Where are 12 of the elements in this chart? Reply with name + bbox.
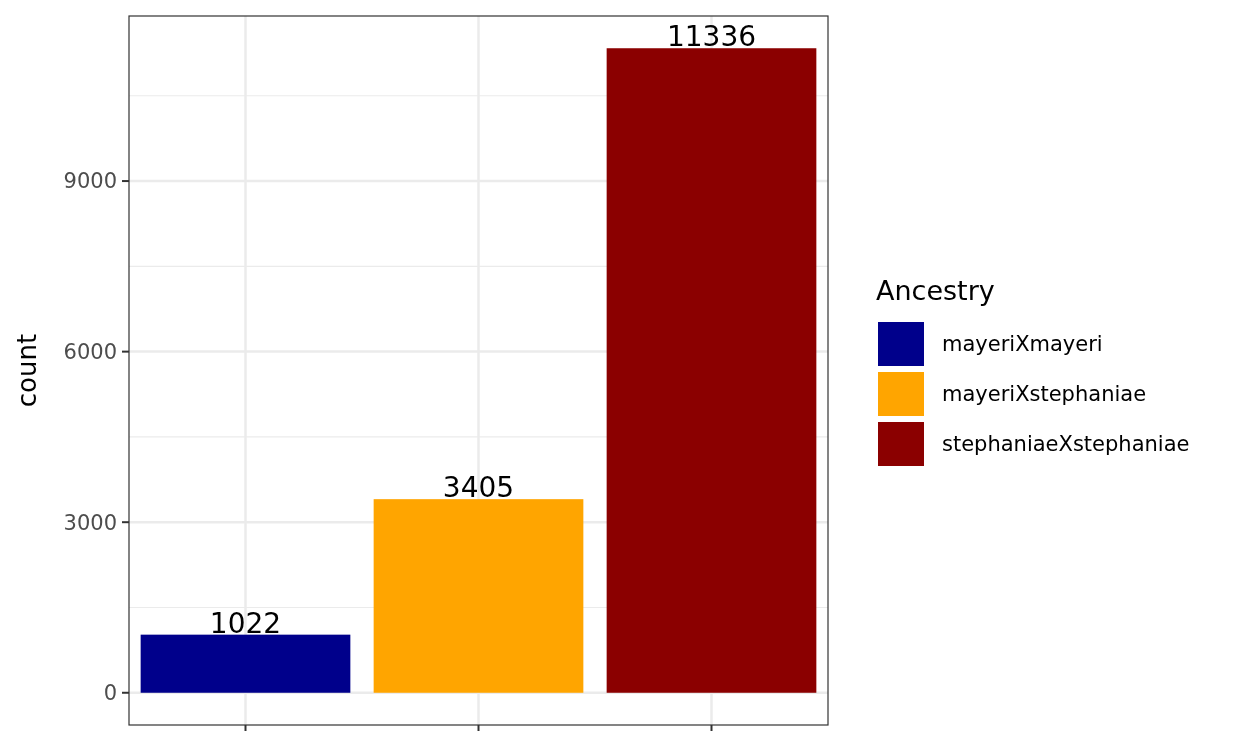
y-tick-label: 6000 [63,339,117,364]
y-tick-label: 3000 [63,510,117,535]
y-axis-title: count [12,333,42,408]
data-label: 11336 [666,20,757,54]
legend-label: mayeriXmayeri [942,332,1103,357]
data-label: 1022 [209,606,282,640]
y-tick-label: 9000 [63,169,117,194]
legend-label: mayeriXstephaniae [942,382,1147,407]
y-tick-label: 0 [103,681,117,706]
data-label: 3405 [442,471,515,505]
legend-label: stephaniaeXstephaniae [942,432,1190,457]
legend-title: Ancestry [876,275,995,306]
